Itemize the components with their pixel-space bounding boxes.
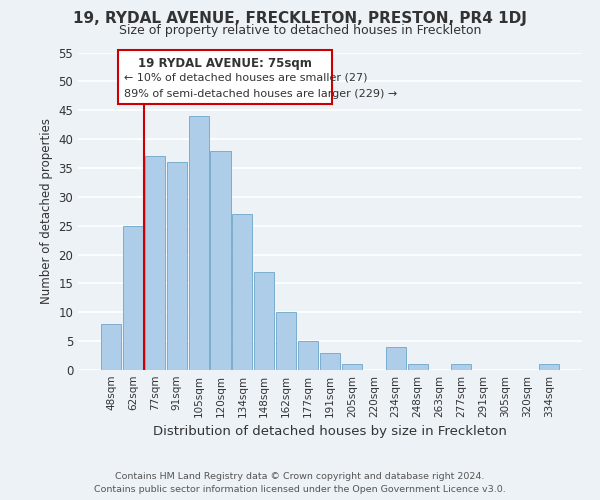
- Bar: [539, 364, 559, 370]
- Text: Size of property relative to detached houses in Freckleton: Size of property relative to detached ho…: [119, 24, 481, 37]
- Y-axis label: Number of detached properties: Number of detached properties: [40, 118, 53, 304]
- Bar: [386, 347, 406, 370]
- Bar: [451, 364, 472, 370]
- Bar: [123, 226, 143, 370]
- Text: 89% of semi-detached houses are larger (229) →: 89% of semi-detached houses are larger (…: [124, 89, 397, 99]
- Bar: [167, 162, 187, 370]
- Bar: [188, 116, 209, 370]
- FancyBboxPatch shape: [118, 50, 332, 104]
- Bar: [320, 352, 340, 370]
- Bar: [232, 214, 253, 370]
- Text: Contains HM Land Registry data © Crown copyright and database right 2024.
Contai: Contains HM Land Registry data © Crown c…: [94, 472, 506, 494]
- Bar: [298, 341, 318, 370]
- Bar: [101, 324, 121, 370]
- Bar: [211, 150, 230, 370]
- Text: 19 RYDAL AVENUE: 75sqm: 19 RYDAL AVENUE: 75sqm: [138, 56, 312, 70]
- Text: ← 10% of detached houses are smaller (27): ← 10% of detached houses are smaller (27…: [124, 72, 368, 83]
- Bar: [342, 364, 362, 370]
- Bar: [145, 156, 165, 370]
- Bar: [254, 272, 274, 370]
- Bar: [407, 364, 428, 370]
- X-axis label: Distribution of detached houses by size in Freckleton: Distribution of detached houses by size …: [153, 426, 507, 438]
- Bar: [276, 312, 296, 370]
- Text: 19, RYDAL AVENUE, FRECKLETON, PRESTON, PR4 1DJ: 19, RYDAL AVENUE, FRECKLETON, PRESTON, P…: [73, 12, 527, 26]
